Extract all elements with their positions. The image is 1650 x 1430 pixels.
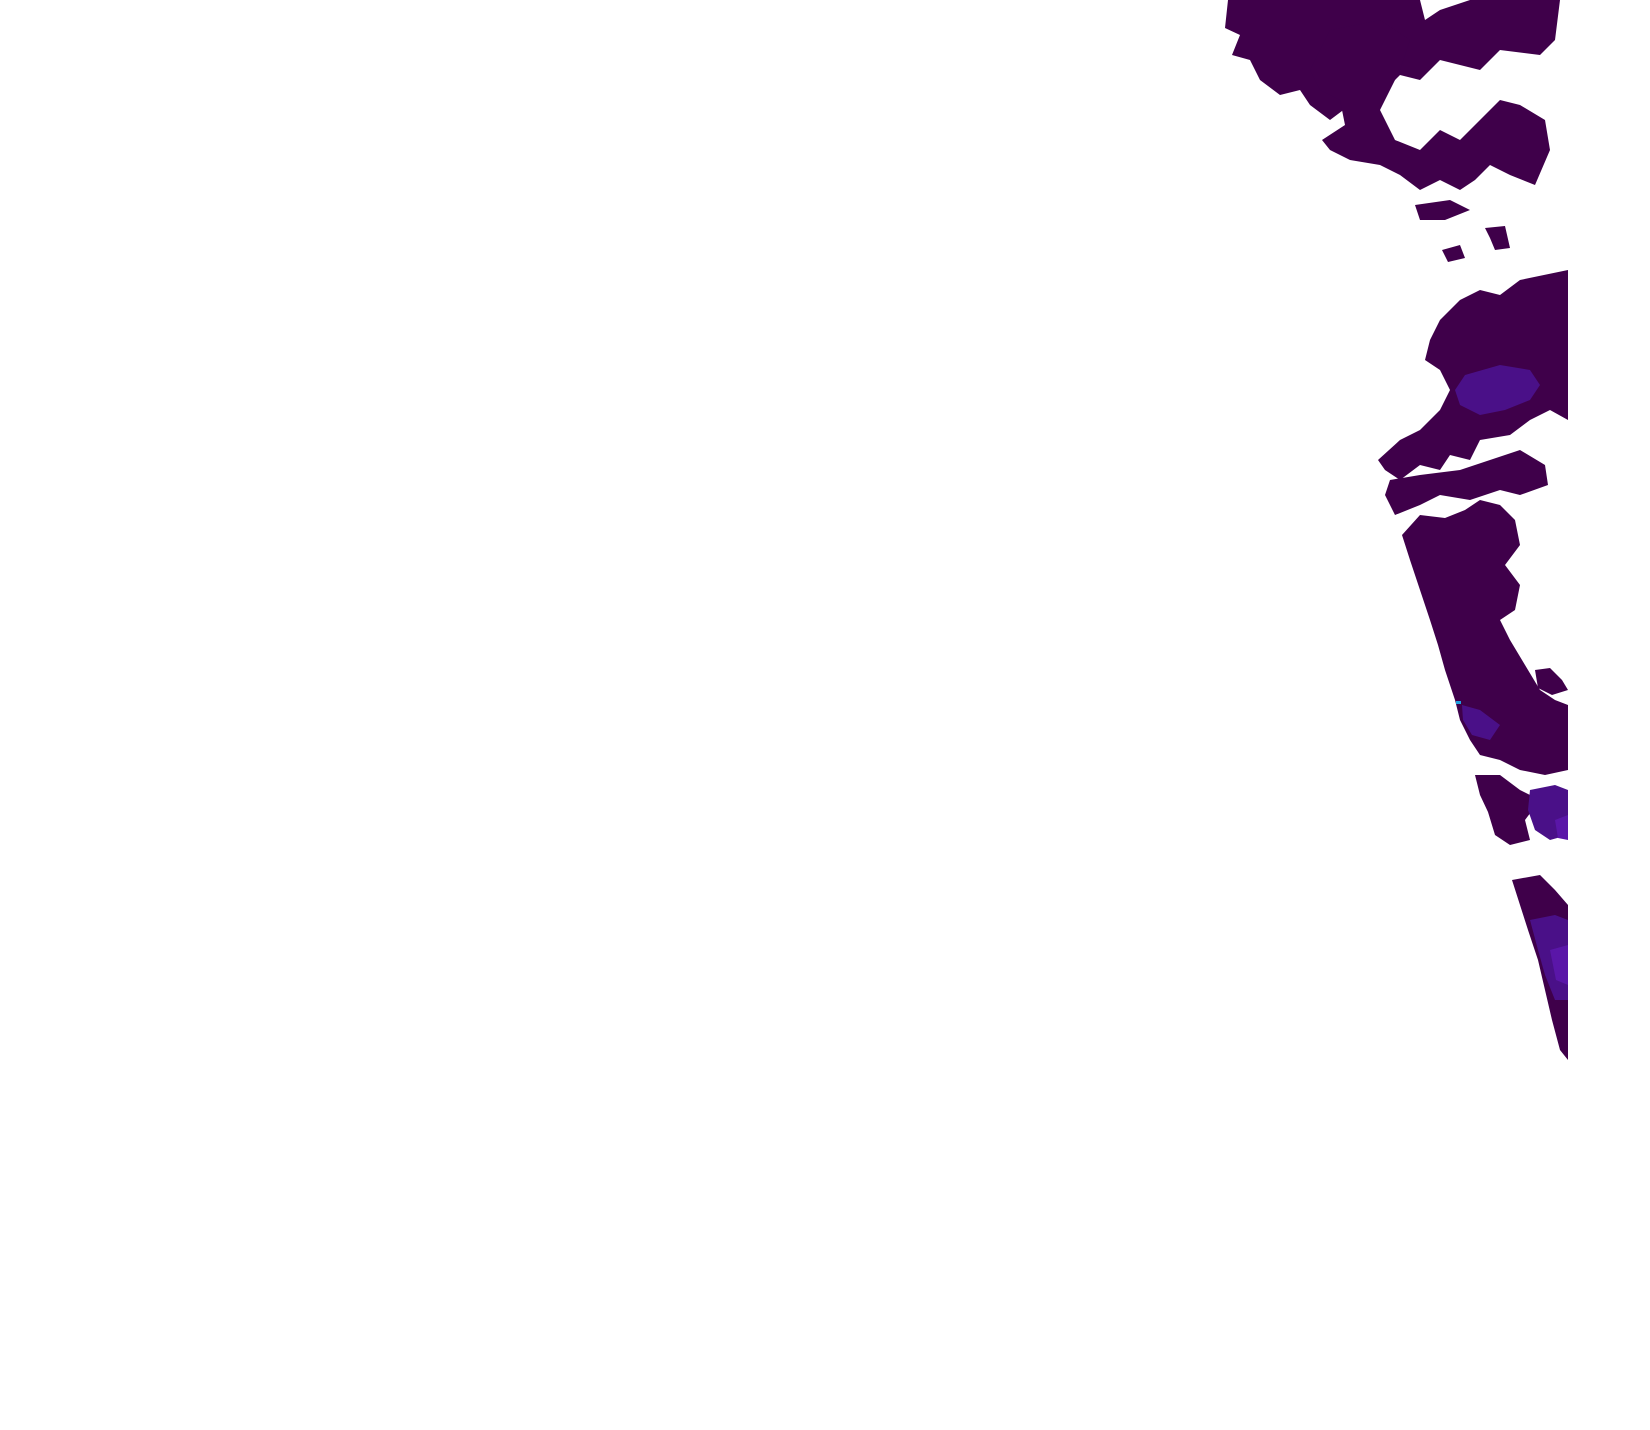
data-region bbox=[1462, 705, 1500, 740]
data-region bbox=[1415, 200, 1470, 220]
swath-low-value-regions bbox=[1225, 0, 1568, 1060]
data-region bbox=[1555, 815, 1568, 840]
data-region bbox=[1485, 226, 1510, 250]
data-region bbox=[1455, 365, 1540, 415]
swath-high-value-regions bbox=[1550, 815, 1568, 985]
data-region bbox=[1550, 945, 1568, 985]
data-peak-point bbox=[1456, 701, 1461, 704]
data-region bbox=[1475, 775, 1540, 845]
data-region bbox=[1310, 20, 1550, 190]
data-region bbox=[1442, 245, 1465, 262]
data-region bbox=[1402, 500, 1568, 775]
data-region bbox=[1385, 450, 1548, 515]
data-region bbox=[1535, 668, 1568, 695]
